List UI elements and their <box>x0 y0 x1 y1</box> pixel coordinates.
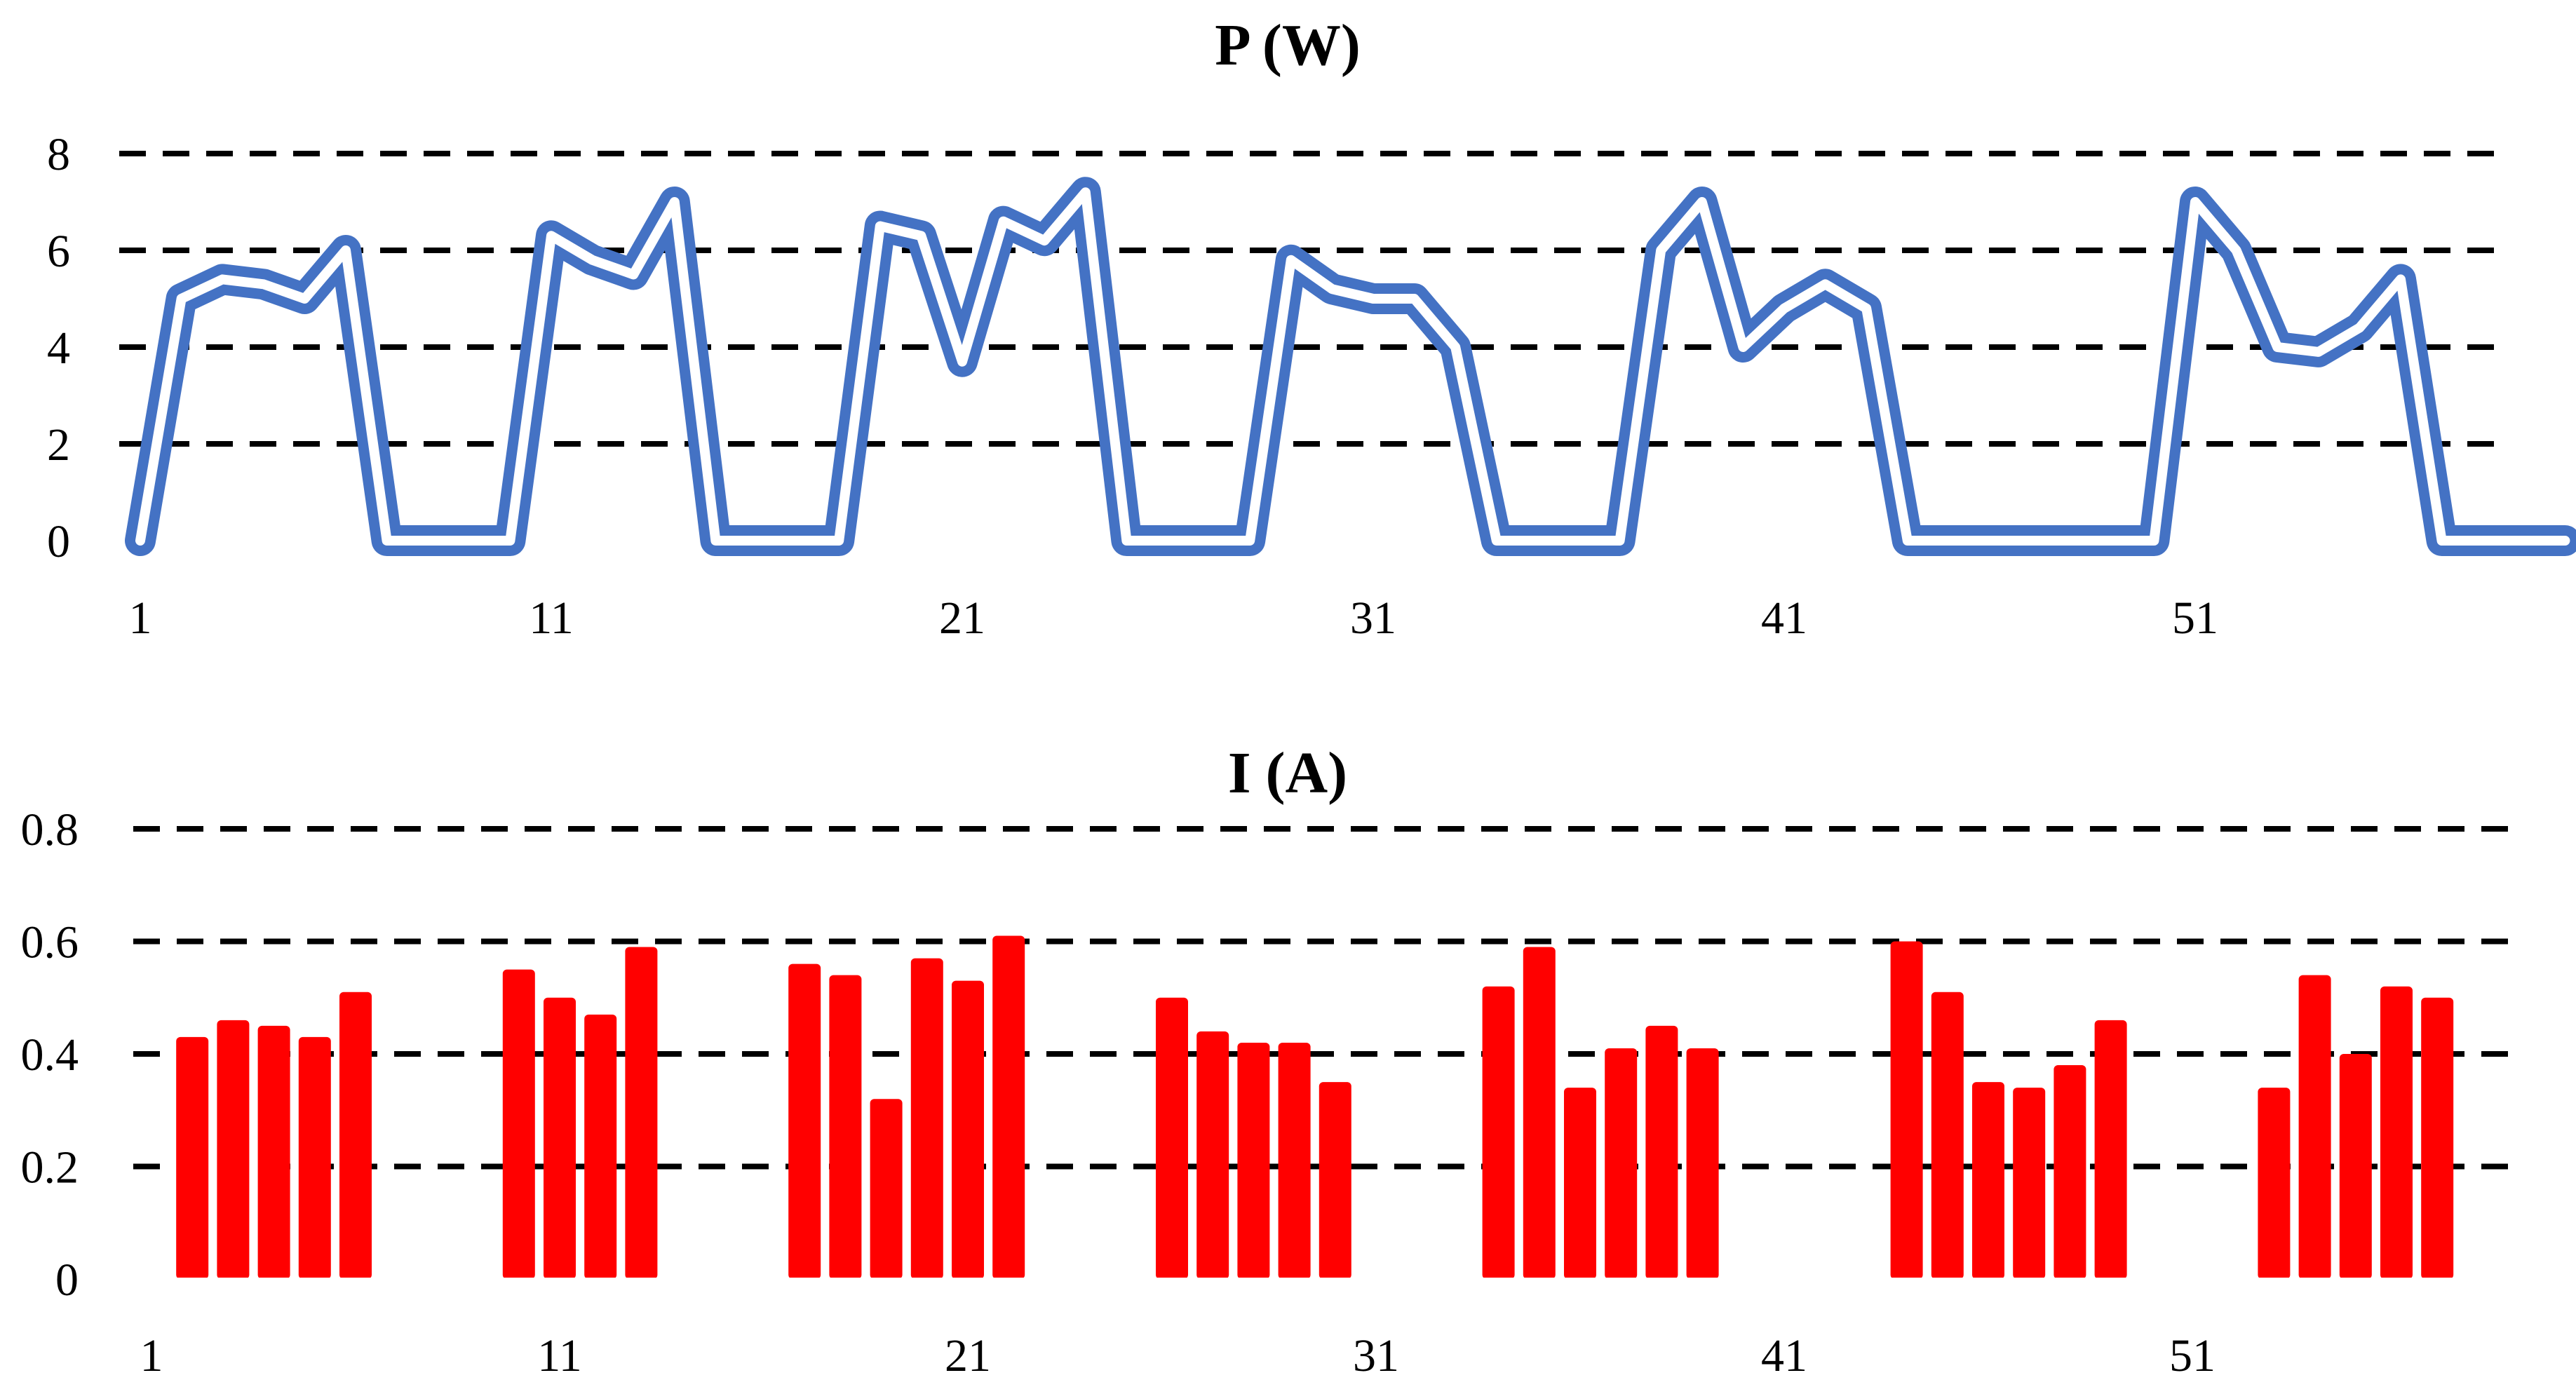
current-bar <box>2421 997 2454 1279</box>
current-bar <box>2054 1065 2086 1279</box>
current-bar <box>1319 1082 1351 1279</box>
current-bar <box>1972 1082 2004 1279</box>
current-bar <box>2258 1088 2291 1279</box>
current-x-tick-labels: 1 11 21 31 41 51 <box>140 1330 2216 1380</box>
power-y-tick-label: 0 <box>47 516 70 567</box>
power-y-tick-label: 6 <box>47 226 70 277</box>
current-x-tick-label: 31 <box>1353 1330 1399 1380</box>
current-bar <box>339 992 372 1279</box>
current-bar <box>1890 941 1923 1279</box>
current-bar <box>1686 1048 1719 1279</box>
current-bar <box>1196 1031 1229 1279</box>
current-bars <box>133 935 2518 1280</box>
current-x-tick-label: 51 <box>2169 1330 2216 1380</box>
current-bar <box>1523 947 1556 1279</box>
current-bar <box>992 935 1025 1279</box>
power-y-tick-labels: 0 2 4 6 8 <box>47 129 70 567</box>
current-y-tick-label: 0.4 <box>21 1029 79 1081</box>
power-x-tick-labels: 1 11 21 31 41 51 <box>129 593 2219 644</box>
current-bar <box>2094 1020 2127 1279</box>
power-gridlines <box>119 151 2511 447</box>
current-y-tick-label: 0 <box>55 1254 79 1306</box>
current-bar <box>502 969 535 1279</box>
power-x-tick-label: 21 <box>939 593 985 644</box>
current-bar <box>829 975 862 1279</box>
power-y-tick-label: 8 <box>47 129 70 180</box>
power-y-tick-label: 2 <box>47 419 70 471</box>
current-bar <box>298 1036 331 1279</box>
current-y-tick-label: 0.6 <box>21 917 79 968</box>
power-x-tick-label: 1 <box>129 593 152 644</box>
power-series-line <box>125 177 2576 556</box>
current-bar <box>584 1014 617 1279</box>
power-y-tick-label: 4 <box>47 323 70 374</box>
current-bar <box>870 1099 903 1279</box>
current-bar <box>1605 1048 1638 1279</box>
current-bar <box>1278 1042 1311 1279</box>
current-chart-title: I (A) <box>1228 740 1347 806</box>
power-line-outer <box>125 177 2576 556</box>
current-bar <box>1237 1042 1270 1279</box>
current-bar <box>176 1036 209 1279</box>
current-bar <box>1931 992 1964 1279</box>
power-chart-title: P (W) <box>1215 13 1361 78</box>
current-bar <box>788 963 821 1279</box>
power-x-tick-label: 11 <box>529 593 574 644</box>
current-bar <box>2298 975 2331 1279</box>
current-bar <box>625 947 658 1279</box>
current-bar <box>257 1025 290 1279</box>
power-x-tick-label: 41 <box>1761 593 1807 644</box>
power-x-tick-label: 31 <box>1350 593 1396 644</box>
power-line-inner <box>135 187 2570 546</box>
current-bar <box>910 958 943 1279</box>
current-x-tick-label: 21 <box>945 1330 991 1380</box>
current-chart: I (A) 00.20.40.60.8 1 11 21 31 41 51 <box>21 740 2518 1380</box>
current-y-tick-labels: 0 0.2 0.4 0.6 0.8 <box>21 804 79 1306</box>
current-x-tick-label: 41 <box>1761 1330 1807 1380</box>
current-bar <box>544 997 576 1279</box>
current-bar <box>1482 986 1515 1279</box>
power-x-tick-label: 51 <box>2172 593 2218 644</box>
current-bar <box>1564 1088 1596 1279</box>
current-bar <box>2380 986 2413 1279</box>
current-x-tick-label: 11 <box>537 1330 582 1380</box>
current-bar <box>217 1020 250 1279</box>
current-bar <box>2339 1054 2372 1279</box>
current-bar <box>2013 1088 2046 1279</box>
current-bar <box>1645 1025 1678 1279</box>
current-y-tick-label: 0.8 <box>21 804 79 855</box>
current-y-tick-label: 0.2 <box>21 1142 79 1193</box>
current-bar <box>1156 997 1188 1279</box>
current-bar <box>952 980 984 1279</box>
current-x-tick-label: 1 <box>140 1330 163 1380</box>
